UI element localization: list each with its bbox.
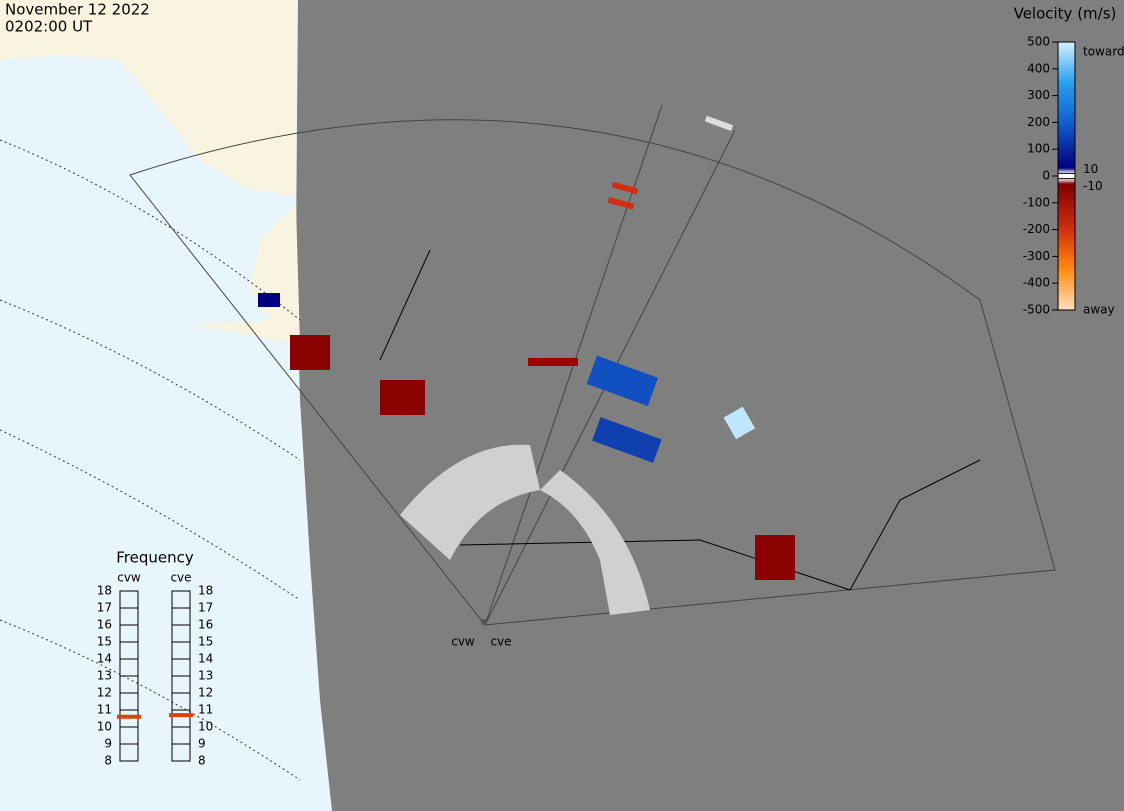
frequency-tick-label: 10 bbox=[198, 720, 213, 734]
site-label: cve bbox=[490, 635, 511, 649]
site-label: cvw bbox=[451, 635, 475, 649]
frequency-tick-label: 17 bbox=[198, 601, 213, 615]
frequency-tick-label: 13 bbox=[97, 669, 112, 683]
fov-outline bbox=[129, 119, 1056, 626]
frequency-title: Frequency bbox=[116, 549, 194, 567]
colorbar-tick-label: -500 bbox=[1023, 303, 1050, 317]
frequency-tick-label: 11 bbox=[97, 703, 112, 717]
frequency-tick-label: 18 bbox=[97, 584, 112, 598]
colorbar-tick-label: 200 bbox=[1027, 115, 1050, 129]
ocean bbox=[0, 0, 332, 811]
colorbar bbox=[1057, 41, 1076, 311]
radar-site bbox=[481, 619, 487, 625]
colorbar-tick-label: -200 bbox=[1023, 222, 1050, 236]
colorbar-tick-label: -300 bbox=[1023, 249, 1050, 263]
frequency-tick-label: 16 bbox=[97, 618, 112, 632]
frequency-tick-label: 18 bbox=[198, 584, 213, 598]
frequency-tick-label: 10 bbox=[97, 720, 112, 734]
frequency-tick-label: 14 bbox=[198, 652, 213, 666]
frequency-tick-label: 13 bbox=[198, 669, 213, 683]
colorbar-tick-label: 400 bbox=[1027, 61, 1050, 75]
frequency-tick-label: 8 bbox=[198, 754, 206, 768]
colorbar-tick-label: 100 bbox=[1027, 142, 1050, 156]
colorbar-title: Velocity (m/s) bbox=[1014, 5, 1117, 23]
frequency-tick-label: 15 bbox=[198, 635, 213, 649]
frequency-tick-label: 9 bbox=[104, 737, 112, 751]
scatter-cells bbox=[258, 115, 795, 615]
colorbar-tick-label: -100 bbox=[1023, 195, 1050, 209]
frequency-tick-label: 9 bbox=[198, 737, 206, 751]
radar-name: cvw bbox=[117, 571, 141, 585]
frequency-tick-label: 12 bbox=[198, 686, 213, 700]
colorbar-end-label: toward bbox=[1083, 45, 1124, 59]
frequency-tick-label: 11 bbox=[198, 703, 213, 717]
frequency-tick-label: 8 bbox=[104, 754, 112, 768]
frequency-tick-label: 14 bbox=[97, 652, 112, 666]
time: 0202:00 UT bbox=[5, 18, 93, 36]
colorbar-tick-label: 0 bbox=[1042, 169, 1050, 183]
frequency-tick-label: 15 bbox=[97, 635, 112, 649]
radar-name: cve bbox=[170, 571, 191, 585]
colorbar-tick-label: -10 bbox=[1083, 179, 1103, 193]
colorbar-tick-label: -400 bbox=[1023, 276, 1050, 290]
colorbar-tick-label: 500 bbox=[1027, 35, 1050, 49]
frequency-tick-label: 12 bbox=[97, 686, 112, 700]
alaska-coast bbox=[195, 205, 300, 345]
lat-grid bbox=[0, 139, 301, 781]
colorbar-tick-label: 300 bbox=[1027, 88, 1050, 102]
frequency-tick-label: 16 bbox=[198, 618, 213, 632]
alaska bbox=[0, 0, 296, 195]
frequency-tick-label: 17 bbox=[97, 601, 112, 615]
date: November 12 2022 bbox=[5, 1, 150, 19]
colorbar-tick-label: 10 bbox=[1083, 162, 1098, 176]
colorbar-end-label: away bbox=[1083, 303, 1115, 317]
